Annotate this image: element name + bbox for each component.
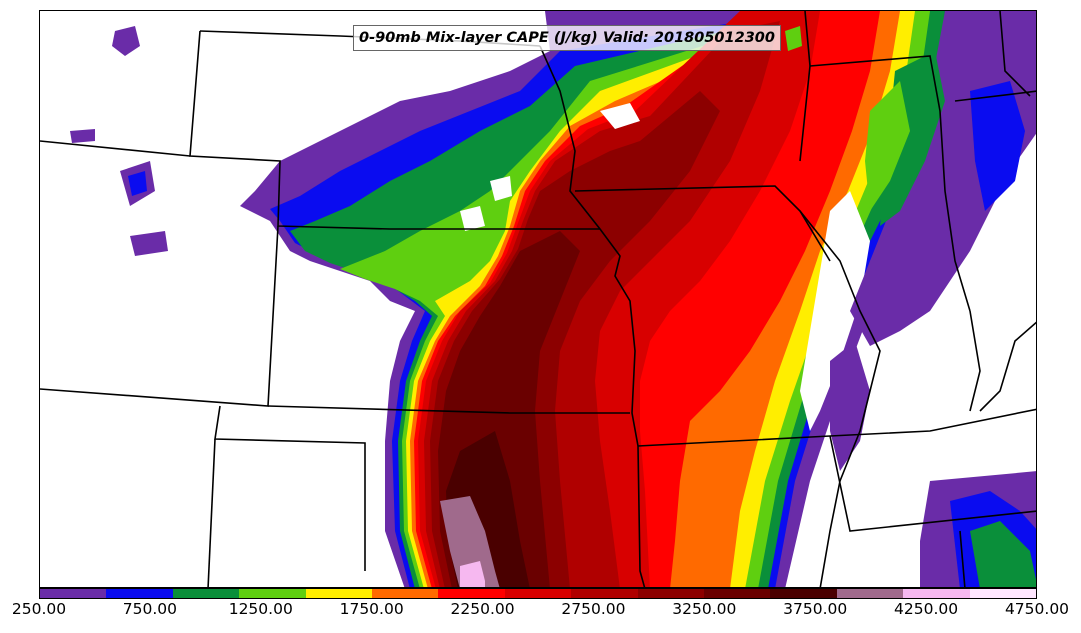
state-line-2: [40, 140, 191, 157]
colorbar-swatch: [305, 589, 373, 598]
state-line-1: [189, 30, 600, 230]
state-line-10: [799, 11, 811, 162]
cape-map: [40, 11, 1036, 587]
colorbar-swatch: [504, 589, 572, 598]
colorbar-swatch: [903, 589, 970, 598]
state-line-15: [799, 210, 881, 587]
colorbar-tick-label: 250.00: [11, 600, 67, 618]
cape-blob-ne-1: [785, 26, 802, 51]
colorbar-tick-label: 4750.00: [1004, 600, 1070, 618]
state-line-16: [979, 321, 1036, 412]
clear-lake-2: [460, 206, 485, 231]
colorbar-swatch: [172, 589, 240, 598]
colorbar-swatch: [704, 589, 771, 598]
colorbar-tick-label: 4250.00: [894, 600, 959, 618]
state-line-8: [574, 185, 831, 262]
map-panel: 0-90mb Mix-layer CAPE (J/kg) Valid: 2018…: [39, 10, 1037, 588]
colorbar-tick-label: 1250.00: [228, 600, 293, 618]
cape-east-blue: [970, 81, 1025, 211]
cape-blob-nw-3: [128, 171, 147, 196]
colorbar-swatch: [770, 589, 837, 598]
colorbar-swatch: [40, 589, 107, 598]
colorbar-tick-label: 1750.00: [339, 600, 404, 618]
state-line-14: [954, 90, 1036, 102]
colorbar-tick-label: 750.00: [122, 600, 177, 618]
cape-band-mauve: [440, 496, 500, 587]
state-line-3: [40, 225, 279, 407]
state-line-18: [969, 310, 981, 412]
colorbar: [39, 588, 1037, 599]
state-line-9: [809, 55, 971, 312]
colorbar-swatch: [438, 589, 505, 598]
state-line-4: [267, 405, 630, 414]
cape-blob-nw-1: [112, 26, 140, 56]
cape-east-purple-2: [830, 341, 870, 471]
colorbar-swatch: [106, 589, 173, 598]
colorbar-swatch: [836, 589, 904, 598]
state-line-5: [214, 405, 366, 571]
clear-lake-1: [600, 103, 640, 129]
clear-area-east: [800, 191, 870, 431]
cape-east-lightgreen: [865, 81, 910, 211]
state-line-17: [999, 11, 1031, 97]
state-line-13: [959, 530, 966, 587]
cape-se-green: [970, 521, 1036, 587]
cape-blob-nw-5: [70, 129, 95, 143]
state-line-6: [207, 438, 216, 587]
cape-contours: [70, 11, 1036, 587]
colorbar-swatch: [239, 589, 306, 598]
colorbar-swatch: [372, 589, 439, 598]
colorbar-tick-label: 2250.00: [450, 600, 515, 618]
colorbar-tick-label: 3250.00: [672, 600, 737, 618]
state-line-12: [829, 435, 1036, 532]
colorbar-swatch: [571, 589, 638, 598]
colorbar-swatch: [637, 589, 705, 598]
colorbar-tick-label: 3750.00: [783, 600, 848, 618]
state-line-11: [637, 408, 1036, 447]
map-title: 0-90mb Mix-layer CAPE (J/kg) Valid: 2018…: [353, 25, 781, 51]
clear-lake-3: [490, 176, 512, 201]
colorbar-tick-label: 2750.00: [561, 600, 626, 618]
cape-band-pink: [460, 561, 485, 587]
cape-blob-nw-4: [130, 231, 168, 256]
colorbar-swatch: [969, 589, 1037, 598]
